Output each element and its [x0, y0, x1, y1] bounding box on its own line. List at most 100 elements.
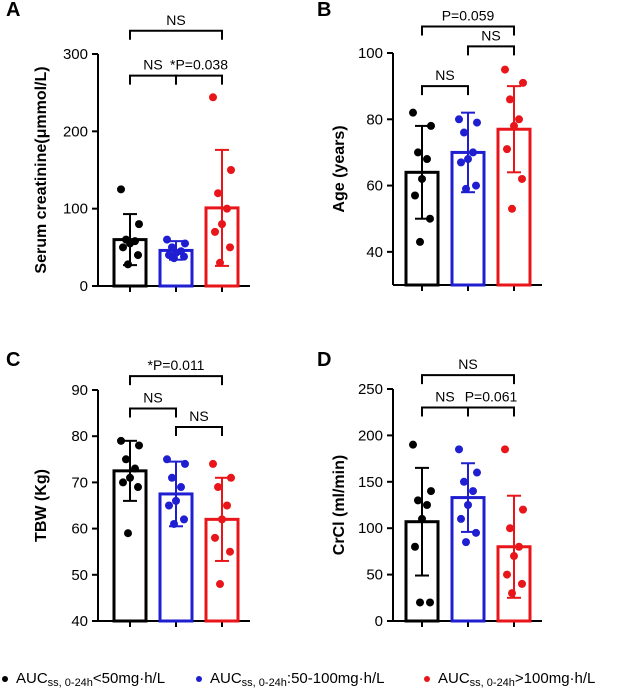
y-tick-label: 40 [366, 244, 383, 261]
significance-bracket [421, 25, 515, 36]
data-point [117, 185, 125, 194]
data-point [227, 166, 235, 174]
significance-label: NS [189, 408, 208, 424]
data-point [170, 254, 178, 263]
significance-label: NS [435, 67, 454, 83]
y-axis-label: CrCl (ml/min) [331, 455, 348, 555]
y-tick-label: 300 [63, 46, 88, 63]
data-point [472, 528, 480, 537]
data-point [226, 547, 234, 556]
data-point [172, 496, 180, 505]
data-point [117, 436, 125, 445]
data-point [170, 519, 178, 528]
data-point [411, 191, 419, 200]
data-point [462, 538, 470, 547]
significance-bracket [421, 406, 469, 417]
figure-canvas: A 0 100 200 300 Serum creatinine(μmmol/L) NS NS… [6, 0, 542, 630]
legend-item-mid: AUCss, 0-24h:50-100mg·h/L [196, 670, 384, 689]
panel-letter: A [6, 0, 20, 21]
data-point [131, 464, 139, 473]
data-point [223, 204, 231, 213]
data-point [460, 128, 468, 137]
data-point [518, 579, 526, 588]
significance-label: NS [166, 12, 185, 28]
data-point [457, 514, 465, 523]
data-point [508, 589, 516, 598]
data-point [506, 95, 514, 104]
y-axis-label: TBW (Kg) [33, 469, 50, 542]
data-point [501, 65, 509, 74]
data-point [503, 570, 511, 579]
panel-d: D 0 50 100 150 200 250 CrCl (ml/min) NS NS P=0.061 [317, 349, 542, 630]
legend: AUCss, 0-24h<50mg·h/L AUCss, 0-24h:50-10… [0, 666, 627, 694]
data-point [177, 483, 185, 492]
data-point [506, 524, 514, 533]
data-point [462, 184, 470, 193]
y-tick-label: 80 [71, 428, 88, 445]
data-point [122, 455, 130, 464]
data-point [501, 445, 509, 454]
data-point [409, 440, 417, 449]
y-axis-label: Serum creatinine(μmmol/L) [33, 66, 50, 273]
significance-bracket [467, 45, 515, 56]
data-point [518, 174, 526, 183]
significance-label: NS [435, 389, 454, 405]
data-point [211, 227, 219, 236]
data-point [209, 459, 217, 468]
significance-label: P=0.059 [442, 7, 495, 23]
data-point [180, 515, 188, 524]
legend-item-low: AUCss, 0-24h<50mg·h/L [2, 670, 165, 689]
panel-a: A 0 100 200 300 Serum creatinine(μmmol/L) NS NS… [6, 0, 250, 295]
data-point [223, 501, 231, 510]
significance-label: NS [458, 356, 477, 372]
data-point [464, 155, 472, 164]
y-tick-label: 80 [366, 111, 383, 128]
panel-c: C 40 50 60 70 80 90 TBW (Kg) *P=0.011 NS NS [6, 349, 250, 630]
data-point [503, 145, 511, 154]
significance-label: NS [143, 389, 162, 405]
data-point [510, 121, 518, 130]
data-point [216, 258, 224, 267]
data-point [519, 505, 527, 514]
significance-bracket [175, 425, 223, 436]
data-point [510, 552, 518, 561]
data-point [135, 220, 143, 229]
y-tick-label: 60 [71, 521, 88, 538]
y-tick-label: 150 [358, 474, 383, 491]
data-point [124, 260, 132, 269]
data-point [214, 189, 222, 198]
data-point [218, 220, 226, 229]
data-point [119, 243, 127, 252]
panel-b: B 40 60 80 100 Age (years) P=0.059 NS NS [317, 0, 542, 291]
y-axis-label: Age (years) [331, 125, 348, 212]
y-tick-label: 100 [358, 45, 383, 62]
data-point [414, 496, 422, 505]
data-point [464, 501, 472, 509]
data-point [216, 580, 224, 589]
y-tick-label: 200 [358, 427, 383, 444]
y-tick-label: 50 [366, 567, 383, 584]
data-point [519, 78, 527, 87]
data-point [211, 533, 219, 542]
data-point [515, 115, 523, 124]
significance-bracket [129, 29, 223, 40]
data-point [134, 483, 142, 492]
data-point [416, 598, 424, 607]
y-tick-label: 60 [366, 178, 383, 195]
panel-letter: C [6, 349, 20, 371]
significance-label: NS [143, 57, 162, 73]
data-point [135, 441, 143, 450]
legend-marker-high [424, 676, 430, 683]
y-tick-label: 250 [358, 381, 383, 398]
data-point [427, 487, 435, 496]
data-point [416, 237, 424, 246]
panel-letter: D [317, 349, 331, 371]
significance-label: *P=0.038 [170, 57, 228, 73]
data-point [455, 115, 463, 124]
data-point [214, 483, 222, 492]
data-point [209, 93, 217, 102]
data-point [460, 477, 468, 486]
data-point [227, 473, 235, 482]
data-point [469, 148, 477, 157]
data-point [427, 121, 435, 130]
